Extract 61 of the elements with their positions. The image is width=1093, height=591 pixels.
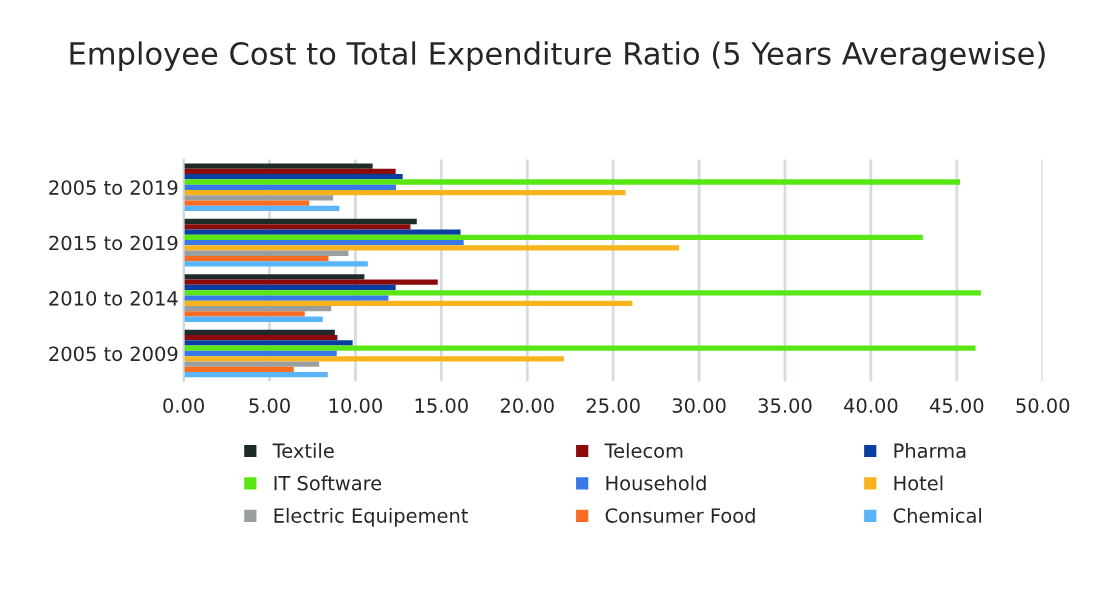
- legend-label: Chemical: [893, 507, 981, 523]
- legend-label: Pharma: [894, 443, 966, 459]
- bar: [183, 245, 680, 251]
- legend-label: Textile: [272, 443, 334, 459]
- x-tick-label: 10.00: [329, 398, 382, 413]
- bar: [183, 229, 461, 235]
- y-tick-label: 2010 to 2014: [49, 291, 178, 306]
- legend-label: IT Software: [274, 475, 382, 491]
- bar: [183, 311, 305, 317]
- bar: [183, 200, 310, 206]
- bar: [183, 240, 464, 246]
- bar: [183, 195, 334, 201]
- bar: [183, 234, 923, 241]
- bar: [183, 184, 396, 190]
- bar: [183, 361, 320, 367]
- x-tick-label: 50.00: [1016, 398, 1070, 413]
- legend-label: Household: [606, 475, 706, 491]
- bar: [183, 168, 396, 175]
- bar: [183, 316, 323, 322]
- bar: [183, 224, 411, 230]
- legend-label: Electric Equipement: [274, 507, 468, 527]
- bar: [183, 295, 389, 301]
- x-tick-label: 35.00: [758, 398, 812, 413]
- bar: [183, 366, 294, 373]
- x-tick-label: 30.00: [672, 398, 726, 413]
- bar: [183, 306, 332, 312]
- bar: [183, 279, 438, 285]
- bar: [183, 179, 961, 185]
- bar: [183, 340, 353, 346]
- bar: [183, 350, 337, 357]
- bar: [183, 218, 417, 225]
- bar: [183, 250, 349, 256]
- bar: [183, 329, 335, 335]
- bar: [183, 163, 373, 169]
- y-tick-label: 2015 to 2019: [49, 235, 178, 251]
- legend-label: Consumer Food: [605, 507, 755, 523]
- y-tick-label: 2005 to 2019: [49, 180, 178, 195]
- y-tick-label: 2005 to 2009: [49, 346, 178, 362]
- x-tick-label: 45.00: [929, 398, 984, 413]
- bar: [183, 345, 976, 351]
- x-tick-label: 5.00: [249, 398, 290, 413]
- legend-label: Telecom: [604, 443, 683, 459]
- x-tick-label: 20.00: [500, 398, 554, 413]
- bar: [183, 174, 403, 180]
- bar: [183, 284, 396, 291]
- x-tick-label: 0.00: [163, 398, 204, 413]
- bar: [183, 274, 365, 280]
- bar: [183, 255, 329, 262]
- bar: [183, 334, 338, 341]
- bar: [183, 356, 564, 362]
- legend-label: Hotel: [894, 475, 943, 491]
- bar: [183, 290, 981, 296]
- bar: [183, 205, 340, 212]
- x-tick-label: 25.00: [586, 398, 640, 413]
- x-tick-label: 40.00: [844, 398, 898, 413]
- chart-title: Employee Cost to Total Expenditure Ratio (5 Years Averagewise): [70, 41, 1045, 71]
- bar: [183, 372, 328, 378]
- x-tick-label: 15.00: [415, 398, 468, 413]
- bar: [183, 189, 626, 196]
- bar: [183, 261, 368, 267]
- bar: [183, 300, 633, 307]
